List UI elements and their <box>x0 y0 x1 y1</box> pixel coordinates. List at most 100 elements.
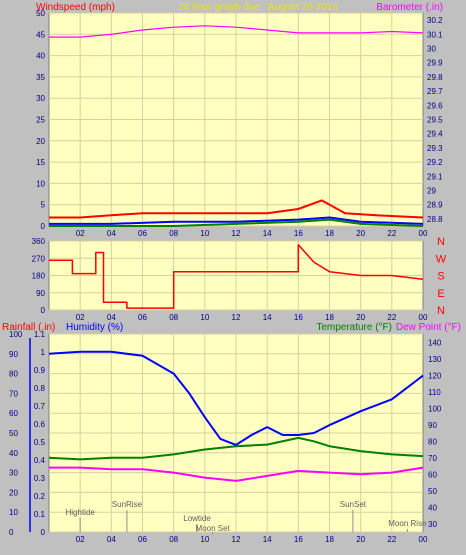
temperature-tick-label: 110 <box>428 388 441 397</box>
compass-label: N <box>437 305 445 317</box>
x-tick-label: 02 <box>76 535 85 544</box>
windspeed-tick-label: 30 <box>36 94 45 103</box>
rainfall-tick-label: 0.8 <box>34 384 46 393</box>
x-tick-label: 20 <box>356 535 365 544</box>
humidity-tick-label: 90 <box>9 350 18 359</box>
barometer-tick-label: 30 <box>427 45 436 54</box>
direction-tick-label: 360 <box>32 237 46 246</box>
x-tick-label: 14 <box>263 229 272 238</box>
rainfall-tick-label: 1 <box>41 348 46 357</box>
compass-label: W <box>436 253 447 265</box>
windspeed-tick-label: 20 <box>36 137 45 146</box>
x-tick-label: 16 <box>294 535 303 544</box>
barometer-tick-label: 29.3 <box>427 144 443 153</box>
humidity-tick-label: 50 <box>9 429 18 438</box>
x-tick-label: 10 <box>200 535 209 544</box>
barometer-tick-label: 29.4 <box>427 130 443 139</box>
temperature-tick-label: 40 <box>428 503 437 512</box>
temperature-tick-label: 140 <box>428 338 442 347</box>
temperature-axis-label: Temperature (°F) <box>316 322 392 333</box>
x-tick-label: 16 <box>294 313 303 322</box>
windspeed-tick-label: 40 <box>36 52 45 61</box>
rainfall-tick-label: 0 <box>41 528 46 537</box>
rainfall-tick-label: 0.9 <box>34 366 46 375</box>
temperature-tick-label: 60 <box>428 470 437 479</box>
red-series-line <box>49 199 424 219</box>
windspeed-tick-label: 25 <box>36 116 45 125</box>
x-tick-label: 04 <box>107 535 116 544</box>
x-tick-label: 00 <box>419 229 428 238</box>
humidity-tick-label: 30 <box>9 469 18 478</box>
x-tick-label: 20 <box>356 229 365 238</box>
rainfall-tick-label: 1.1 <box>34 330 46 339</box>
humidity-tick-label: 0 <box>9 528 14 537</box>
barometer-tick-label: 29.5 <box>427 116 443 125</box>
temperature-tick-label: 130 <box>428 355 442 364</box>
temperature-tick-label: 80 <box>428 437 437 446</box>
annotation-label: Moon Rise <box>388 519 427 528</box>
barometer-tick-label: 29.7 <box>427 87 443 96</box>
x-tick-label: 18 <box>325 313 334 322</box>
windspeed-tick-label: 5 <box>41 201 46 210</box>
x-tick-label: 10 <box>200 313 209 322</box>
x-tick-label: 08 <box>169 229 178 238</box>
humidity-tick-label: 80 <box>9 370 18 379</box>
magenta-series-line <box>49 25 424 38</box>
graph-title: 24 hour graph due : August 20 2019 <box>178 2 338 13</box>
temperature-tick-label: 90 <box>428 421 437 430</box>
x-tick-label: 06 <box>138 229 147 238</box>
temperature-tick-label: 30 <box>428 520 437 529</box>
x-tick-label: 02 <box>76 313 85 322</box>
barometer-tick-label: 30.1 <box>427 30 443 39</box>
compass-label: E <box>437 288 444 300</box>
chart-marks: 0510152025303540455028.828.92929.129.229… <box>9 9 443 544</box>
blue-series-line <box>49 216 424 225</box>
temperature-tick-label: 70 <box>428 454 437 463</box>
barometer-tick-label: 29 <box>427 187 436 196</box>
rainfall-tick-label: 0.2 <box>34 492 46 501</box>
compass-label: N <box>437 236 445 248</box>
windspeed-tick-label: 35 <box>36 73 45 82</box>
rainfall-tick-label: 0.1 <box>34 510 46 519</box>
windspeed-tick-label: 50 <box>36 9 45 18</box>
rainfall-tick-label: 0.4 <box>34 456 46 465</box>
barometer-tick-label: 30.2 <box>427 16 443 25</box>
temperature-tick-label: 100 <box>428 404 442 413</box>
x-tick-label: 22 <box>387 229 396 238</box>
wind-direction-line <box>49 244 424 309</box>
x-tick-label: 18 <box>325 535 334 544</box>
x-tick-label: 12 <box>232 535 241 544</box>
annotation-label: Hightide <box>65 508 95 517</box>
x-tick-label: 14 <box>263 313 272 322</box>
x-tick-label: 06 <box>138 313 147 322</box>
x-tick-label: 20 <box>356 313 365 322</box>
annotation-label: Lowtide <box>183 514 211 523</box>
barometer-tick-label: 28.9 <box>427 201 443 210</box>
humidity-tick-label: 20 <box>9 488 18 497</box>
green-series-line <box>49 218 424 227</box>
barometer-tick-label: 29.9 <box>427 59 443 68</box>
humidity-tick-label: 10 <box>9 508 18 517</box>
annotation-label: SunSet <box>340 500 367 509</box>
x-tick-label: 18 <box>325 229 334 238</box>
x-tick-label: 12 <box>232 313 241 322</box>
direction-tick-label: 270 <box>32 254 46 263</box>
windspeed-axis-label: Windspeed (mph) <box>36 2 115 13</box>
magenta-series-line <box>49 466 424 482</box>
x-tick-label: 00 <box>419 535 428 544</box>
rainfall-tick-label: 0.5 <box>34 438 46 447</box>
rainfall-axis-label: Rainfall (.in) <box>2 322 55 333</box>
rainfall-tick-label: 0.3 <box>34 474 46 483</box>
temperature-tick-label: 120 <box>428 371 442 380</box>
windspeed-tick-label: 0 <box>41 222 46 231</box>
windspeed-tick-label: 15 <box>36 158 45 167</box>
x-tick-label: 08 <box>169 535 178 544</box>
x-tick-label: 04 <box>107 229 116 238</box>
direction-tick-label: 0 <box>41 306 46 315</box>
barometer-tick-label: 28.8 <box>427 215 443 224</box>
x-tick-label: 16 <box>294 229 303 238</box>
x-tick-label: 22 <box>387 535 396 544</box>
green-series-line <box>48 436 424 461</box>
